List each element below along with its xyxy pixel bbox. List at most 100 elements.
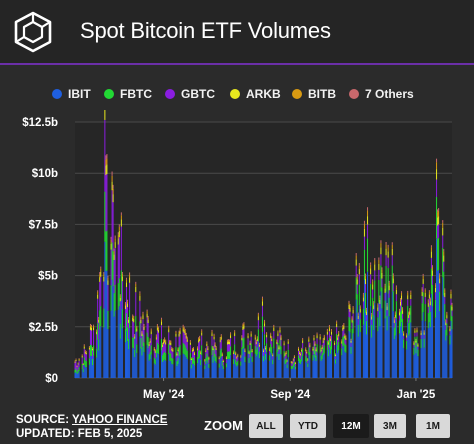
bar-segment-arkb bbox=[199, 338, 201, 342]
bar-segment-gbtc bbox=[244, 352, 246, 357]
bar-segment-fbtc bbox=[106, 230, 108, 271]
bar-segment-arkb bbox=[221, 354, 223, 356]
bar-segment-7-others bbox=[417, 343, 419, 344]
bar-segment-gbtc bbox=[388, 290, 390, 298]
bar-segment-gbtc bbox=[220, 339, 222, 349]
bar-segment-ibit bbox=[370, 306, 372, 378]
bar-segment-fbtc bbox=[104, 191, 106, 242]
bar-segment-7-others bbox=[414, 328, 416, 330]
bar-segment-fbtc bbox=[381, 287, 383, 309]
bar-segment-fbtc bbox=[421, 303, 423, 321]
bar-segment-7-others bbox=[309, 342, 311, 344]
zoom-button-all[interactable]: ALL bbox=[249, 414, 283, 438]
bar-segment-bitb bbox=[414, 329, 416, 331]
bar-segment-ibit bbox=[197, 363, 199, 378]
bar-segment-gbtc bbox=[256, 341, 258, 347]
bar-segment-7-others bbox=[415, 338, 417, 340]
bar-segment-7-others bbox=[170, 340, 172, 342]
bar-segment-arkb bbox=[200, 352, 202, 355]
bar-segment-gbtc bbox=[81, 357, 83, 364]
bar-segment-gbtc bbox=[334, 345, 336, 350]
bar-segment-fbtc bbox=[241, 347, 243, 356]
bar-segment-gbtc bbox=[254, 339, 256, 346]
legend-swatch bbox=[230, 89, 240, 99]
zoom-button-1m[interactable]: 1M bbox=[416, 414, 450, 438]
bar-segment-fbtc bbox=[321, 353, 323, 360]
bar-segment-7-others bbox=[308, 336, 310, 338]
bar-segment-7-others bbox=[103, 272, 105, 275]
bar-segment-ibit bbox=[446, 335, 448, 378]
bar-segment-7-others bbox=[272, 353, 274, 354]
bar-segment-gbtc bbox=[156, 330, 158, 343]
bar-segment-ibit bbox=[312, 360, 314, 378]
bar-segment-ibit bbox=[423, 347, 425, 378]
bar-segment-arkb bbox=[283, 343, 285, 346]
bar-segment-arkb bbox=[205, 350, 207, 353]
bar-segment-ibit bbox=[438, 269, 440, 378]
bar-segment-arkb bbox=[119, 297, 121, 302]
legend-item-gbtc[interactable]: GBTC bbox=[165, 87, 215, 101]
bar-segment-ibit bbox=[230, 355, 232, 378]
legend-item-bitb[interactable]: BITB bbox=[292, 87, 336, 101]
bar-segment-arkb bbox=[287, 341, 289, 344]
bar-segment-ibit bbox=[424, 321, 426, 378]
bar-segment-arkb bbox=[277, 333, 279, 337]
legend-item-fbtc[interactable]: FBTC bbox=[104, 87, 152, 101]
bar-segment-bitb bbox=[99, 274, 101, 278]
bar-segment-gbtc bbox=[356, 284, 358, 295]
legend-item-arkb[interactable]: ARKB bbox=[230, 87, 281, 101]
bar-segment-bitb bbox=[320, 348, 322, 350]
bar-segment-fbtc bbox=[370, 283, 372, 307]
bar-segment-arkb bbox=[229, 341, 231, 345]
bar-segment-fbtc bbox=[363, 249, 365, 281]
bar-segment-7-others bbox=[168, 325, 170, 328]
zoom-button-12m[interactable]: 12M bbox=[333, 414, 369, 438]
bar-segment-7-others bbox=[371, 312, 373, 315]
bar-segment-7-others bbox=[401, 291, 403, 293]
bar-segment-ibit bbox=[220, 356, 222, 378]
bar-segment-ibit bbox=[114, 310, 116, 378]
bar-segment-fbtc bbox=[371, 324, 373, 338]
bar-segment-fbtc bbox=[429, 311, 431, 328]
bar-segment-gbtc bbox=[197, 350, 199, 357]
bar-segment-bitb bbox=[416, 328, 418, 331]
bar-segment-bitb bbox=[225, 356, 227, 358]
bar-segment-arkb bbox=[213, 336, 215, 340]
bar-segment-fbtc bbox=[221, 360, 223, 366]
zoom-button-ytd[interactable]: YTD bbox=[290, 414, 326, 438]
bar-segment-ibit bbox=[280, 354, 282, 378]
bar-segment-7-others bbox=[243, 322, 245, 324]
bar-segment-arkb bbox=[334, 342, 336, 346]
bar-segment-arkb bbox=[237, 355, 239, 357]
bar-segment-fbtc bbox=[186, 350, 188, 359]
bar-segment-gbtc bbox=[345, 340, 347, 345]
legend-item-ibit[interactable]: IBIT bbox=[52, 87, 91, 101]
bar-segment-gbtc bbox=[75, 361, 77, 369]
zoom-button-3m[interactable]: 3M bbox=[374, 414, 406, 438]
bar-segment-bitb bbox=[294, 362, 296, 363]
bar-segment-7-others bbox=[298, 346, 300, 348]
legend-item-7-others[interactable]: 7 Others bbox=[349, 87, 414, 101]
source-link[interactable]: YAHOO FINANCE bbox=[72, 414, 168, 426]
bar-segment-fbtc bbox=[422, 292, 424, 313]
bar-segment-bitb bbox=[384, 285, 386, 289]
bar-segment-arkb bbox=[76, 366, 78, 368]
bar-segment-7-others bbox=[205, 348, 207, 350]
y-tick-label: $10b bbox=[32, 168, 58, 180]
bar-segment-arkb bbox=[392, 278, 394, 284]
bar-segment-7-others bbox=[431, 265, 433, 267]
bar-segment-arkb bbox=[201, 332, 203, 336]
bar-segment-7-others bbox=[242, 323, 244, 325]
bar-segment-gbtc bbox=[155, 339, 157, 350]
bar-segment-7-others bbox=[372, 279, 374, 282]
bar-segment-ibit bbox=[242, 348, 244, 378]
bar-segment-7-others bbox=[189, 340, 191, 342]
bar-segment-7-others bbox=[400, 298, 401, 300]
bar-segment-7-others bbox=[200, 350, 202, 352]
bar-segment-fbtc bbox=[165, 353, 167, 361]
bar-segment-arkb bbox=[93, 327, 95, 331]
bar-segment-7-others bbox=[171, 346, 173, 348]
bar-segment-bitb bbox=[134, 334, 136, 337]
bar-segment-gbtc bbox=[400, 305, 401, 312]
bar-segment-ibit bbox=[153, 363, 155, 378]
